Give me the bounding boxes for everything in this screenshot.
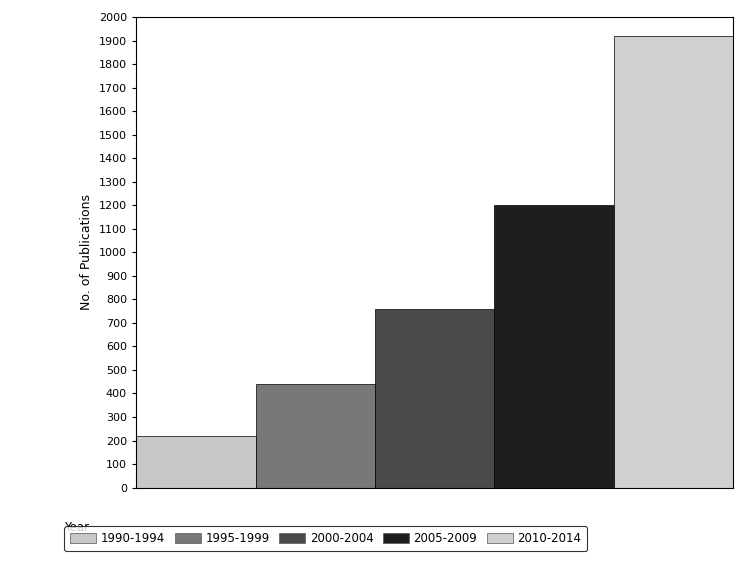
Bar: [136, 436, 256, 488]
Text: Year: Year: [64, 521, 89, 534]
Bar: [256, 384, 375, 488]
Bar: [614, 36, 733, 488]
Bar: [375, 309, 494, 488]
Bar: [494, 205, 614, 488]
Y-axis label: No. of Publications: No. of Publications: [80, 194, 94, 310]
Legend: 1990-1994, 1995-1999, 2000-2004, 2005-2009, 2010-2014: 1990-1994, 1995-1999, 2000-2004, 2005-20…: [64, 527, 587, 551]
